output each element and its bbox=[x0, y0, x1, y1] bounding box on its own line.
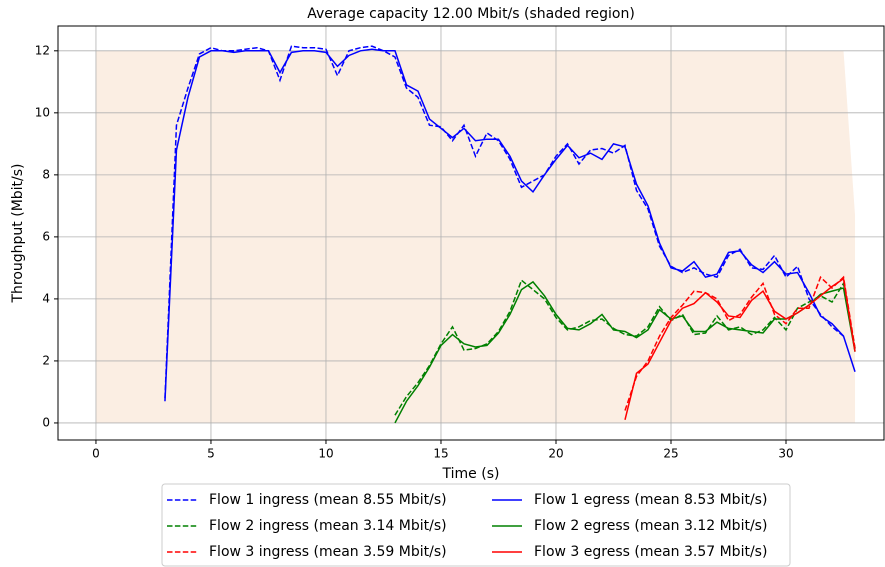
y-tick-label: 4 bbox=[42, 291, 50, 305]
legend-label: Flow 1 ingress (mean 8.55 Mbit/s) bbox=[209, 492, 447, 508]
legend-box bbox=[161, 483, 791, 567]
plot-frame bbox=[57, 25, 885, 441]
x-tick-label: 0 bbox=[92, 447, 100, 461]
legend-label: Flow 1 egress (mean 8.53 Mbit/s) bbox=[534, 492, 767, 508]
x-tick-label: 30 bbox=[778, 447, 793, 461]
legend-label: Flow 3 egress (mean 3.57 Mbit/s) bbox=[534, 544, 767, 560]
data-line bbox=[394, 280, 856, 424]
x-axis-label: Time (s) bbox=[442, 466, 500, 482]
y-tick-label: 0 bbox=[42, 415, 50, 429]
y-tick-label: 8 bbox=[42, 167, 50, 181]
x-tick-label: 20 bbox=[548, 447, 563, 461]
y-tick-label: 10 bbox=[35, 105, 50, 119]
data-line bbox=[394, 279, 856, 416]
x-tick-label: 5 bbox=[207, 447, 215, 461]
data-line bbox=[624, 275, 856, 411]
data-line bbox=[164, 48, 856, 402]
y-tick-label: 2 bbox=[42, 353, 50, 367]
x-tick-label: 25 bbox=[663, 447, 678, 461]
legend: Flow 1 ingress (mean 8.55 Mbit/s) Flow 2 … bbox=[161, 483, 791, 567]
y-axis-label: Throughput (Mbit/s) bbox=[10, 163, 26, 303]
y-tick-label: 6 bbox=[42, 229, 50, 243]
legend-label: Flow 2 egress (mean 3.12 Mbit/s) bbox=[534, 518, 767, 534]
chart-title: Average capacity 12.00 Mbit/s (shaded re… bbox=[307, 6, 635, 22]
legend-label: Flow 2 ingress (mean 3.14 Mbit/s) bbox=[209, 518, 447, 534]
legend-label: Flow 3 ingress (mean 3.59 Mbit/s) bbox=[209, 544, 447, 560]
data-line bbox=[164, 45, 844, 399]
y-tick-label: 12 bbox=[35, 43, 50, 57]
x-tick-label: 10 bbox=[318, 447, 333, 461]
data-line bbox=[624, 277, 856, 421]
x-tick-label: 15 bbox=[433, 447, 448, 461]
